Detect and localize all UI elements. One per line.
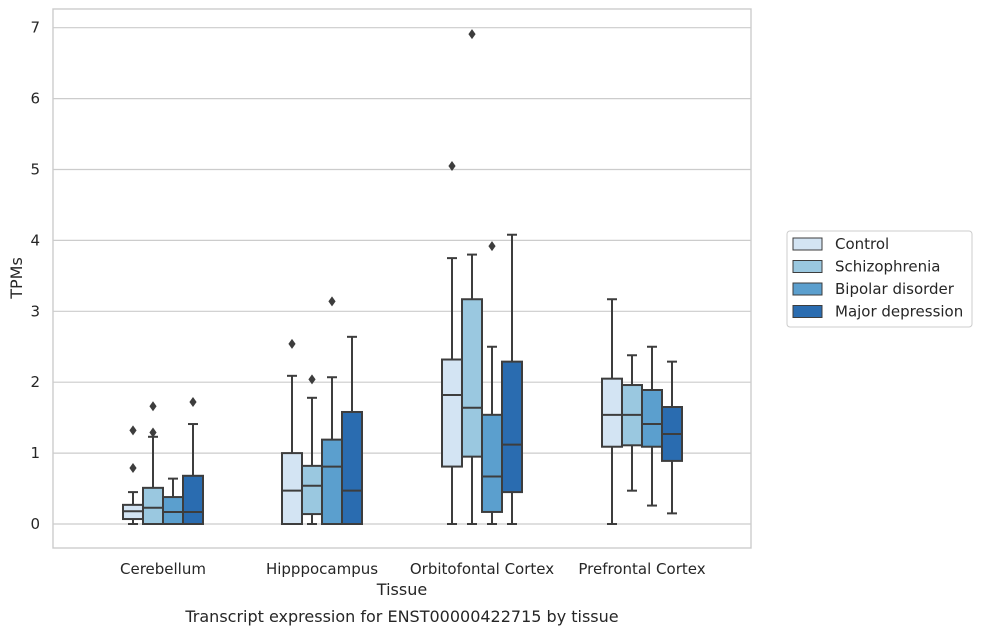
x-axis-label: Tissue: [376, 580, 427, 599]
outlier-point: [488, 241, 496, 252]
legend-label: Schizophrenia: [835, 258, 940, 276]
box-major-depression-1: [341, 335, 363, 525]
outlier-point: [129, 462, 137, 473]
box-schizophrenia-0: [142, 401, 164, 526]
box-body: [301, 464, 323, 516]
x-tick-label: Orbitofontal Cortex: [410, 560, 554, 578]
legend-swatch: [792, 260, 823, 273]
box-body: [461, 298, 483, 458]
box-body: [142, 486, 164, 526]
y-tick-label: 2: [30, 373, 40, 391]
box-major-depression-2: [501, 233, 523, 525]
box-schizophrenia-3: [621, 354, 643, 492]
box-body: [481, 413, 503, 513]
outlier-point: [149, 427, 157, 438]
box-body: [182, 474, 204, 525]
y-tick-label: 3: [30, 302, 40, 320]
box-schizophrenia-2: [461, 29, 483, 525]
y-tick-label: 5: [30, 161, 40, 179]
outlier-point: [308, 374, 316, 385]
outlier-point: [288, 338, 296, 349]
x-tick-label: Cerebellum: [120, 560, 206, 578]
box-body: [321, 438, 343, 525]
plot-background: [53, 9, 751, 548]
legend-label: Major depression: [835, 303, 963, 321]
x-tick-labels: Cerebellum Hipppocampus Orbitofontal Corte…: [120, 560, 706, 578]
x-tick-label: Hipppocampus: [266, 560, 378, 578]
box-control-2: [441, 160, 463, 525]
box-major-depression-0: [182, 397, 204, 525]
y-axis-label: TPMs: [7, 257, 26, 300]
chart-caption: Transcript expression for ENST0000042271…: [184, 607, 618, 626]
y-tick-label: 4: [30, 231, 40, 249]
box-body: [601, 377, 623, 448]
box-body: [341, 410, 363, 525]
gridlines: [53, 27, 751, 525]
legend-entry-control: Control: [792, 235, 889, 253]
legend-entry-schizophrenia: Schizophrenia: [792, 258, 940, 276]
box-schizophrenia-1: [301, 374, 323, 525]
y-tick-label: 7: [30, 19, 40, 37]
box-control-3: [601, 298, 623, 525]
outlier-point: [129, 425, 137, 436]
outlier-point: [189, 397, 197, 408]
legend-entry-major-depression: Major depression: [792, 303, 963, 321]
boxes: [122, 29, 683, 526]
y-tick-label: 6: [30, 90, 40, 108]
box-body: [162, 496, 184, 526]
legend-label: Control: [835, 235, 889, 253]
box-bipolar-disorder-2: [481, 241, 503, 525]
box-major-depression-3: [661, 360, 683, 515]
legend-swatch: [792, 237, 823, 251]
legend-entry-bipolar-disorder: Bipolar disorder: [792, 280, 955, 298]
x-tick-label: Prefrontal Cortex: [578, 560, 705, 578]
legend-swatch: [792, 305, 823, 318]
box-bipolar-disorder-0: [162, 477, 184, 526]
plot-frame: [52, 8, 752, 549]
box-body: [281, 452, 303, 526]
outlier-point: [149, 401, 157, 412]
legend-swatch: [792, 282, 823, 296]
legend-frame: [786, 230, 973, 328]
outlier-point: [468, 29, 476, 40]
legend-entries: Control Schizophrenia Bipolar disorder Majo…: [792, 235, 963, 321]
outlier-point: [328, 296, 336, 307]
box-body: [441, 358, 463, 468]
y-tick-label: 0: [30, 515, 40, 533]
legend-label: Bipolar disorder: [835, 280, 955, 298]
outlier-point: [448, 160, 456, 171]
box-control-0: [122, 425, 144, 525]
box-body: [641, 388, 663, 448]
legend: Control Schizophrenia Bipolar disorder Majo…: [786, 230, 973, 328]
box-bipolar-disorder-3: [641, 345, 663, 507]
box-body: [501, 360, 523, 494]
y-tick-labels: 0 1 2 3 4 5 6 7: [30, 19, 40, 533]
y-tick-label: 1: [30, 444, 40, 462]
